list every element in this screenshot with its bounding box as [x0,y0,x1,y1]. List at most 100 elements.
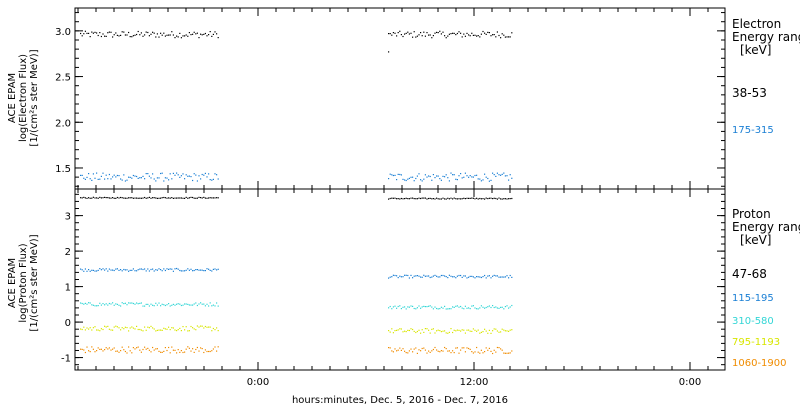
data-point [416,275,418,277]
data-point [126,304,128,306]
data-point [180,37,182,39]
data-point [110,349,112,351]
data-point [472,328,474,330]
data-point [397,32,399,34]
data-point [500,331,502,333]
data-point [477,198,479,200]
data-point [498,307,500,309]
electron-panel-frame [74,7,726,190]
data-point [392,332,394,334]
data-point [193,31,195,33]
data-point [429,276,431,279]
data-point [448,180,450,182]
data-point [408,177,410,179]
data-point [400,349,402,351]
data-point [179,351,181,353]
data-point [468,276,470,278]
data-point [100,35,102,38]
data-point [209,179,211,181]
data-point [447,332,449,334]
data-point [171,304,173,306]
data-point [155,302,157,304]
data-point [132,347,134,349]
data-point [155,36,157,38]
data-point [428,175,430,177]
data-point [399,328,401,330]
data-point [388,178,390,180]
data-point [91,31,93,33]
data-point [88,302,90,304]
data-point [116,174,118,177]
data-point [150,33,152,35]
data-point [169,268,171,270]
data-point [139,268,141,270]
data-point [140,302,142,304]
data-point [155,180,157,182]
data-point [174,268,176,270]
data-point [412,36,414,38]
data-point [137,328,139,331]
data-point [148,327,150,329]
data-point [452,174,454,176]
data-point [120,269,122,271]
data-point [190,34,192,36]
data-point [392,351,394,353]
data-point [214,31,216,33]
data-point [424,328,426,330]
data-point [113,174,115,176]
data-point [412,305,414,307]
data-point [466,347,468,349]
data-point [495,306,497,308]
data-point [166,328,168,330]
data-point [187,175,189,177]
data-point [431,37,433,39]
data-point [182,326,184,328]
data-point [147,173,149,175]
data-point [217,305,219,307]
data-point [453,174,455,176]
electron-y-axis-label: ACE EPAM log(Electron Flux) [1/(cm²s ste… [7,49,40,146]
data-point [456,305,458,307]
data-point [480,198,482,200]
data-point [206,350,208,353]
data-point [400,276,402,278]
data-point [450,308,452,310]
data-point [158,268,160,270]
data-point [445,198,447,200]
data-point [179,327,181,329]
data-point [190,350,192,352]
data-point [187,330,189,332]
data-point [493,274,495,276]
data-point [391,350,393,352]
data-point [482,331,484,333]
legend-entry: 115-195 [732,293,774,304]
data-point [131,352,133,354]
data-point [461,329,463,331]
data-point [418,329,420,331]
data-point [88,197,90,199]
data-point [448,308,450,310]
data-point [136,347,138,349]
data-point [86,327,88,329]
data-point [426,306,428,308]
data-point [493,34,495,36]
data-point [410,197,412,199]
data-point [431,198,433,200]
data-point [200,178,202,180]
data-point [509,198,511,200]
data-point [140,32,142,34]
data-point [81,197,83,199]
data-point [426,198,428,200]
data-point [436,31,438,33]
data-point [428,329,430,331]
data-point [453,329,455,331]
data-point [456,275,458,277]
x-tick-label: 12:00 [460,377,489,388]
data-point [442,274,444,277]
data-point [452,276,454,278]
data-point [469,35,471,37]
data-point [94,305,96,307]
data-point [424,306,426,308]
data-point [150,325,152,327]
data-point [184,197,186,199]
